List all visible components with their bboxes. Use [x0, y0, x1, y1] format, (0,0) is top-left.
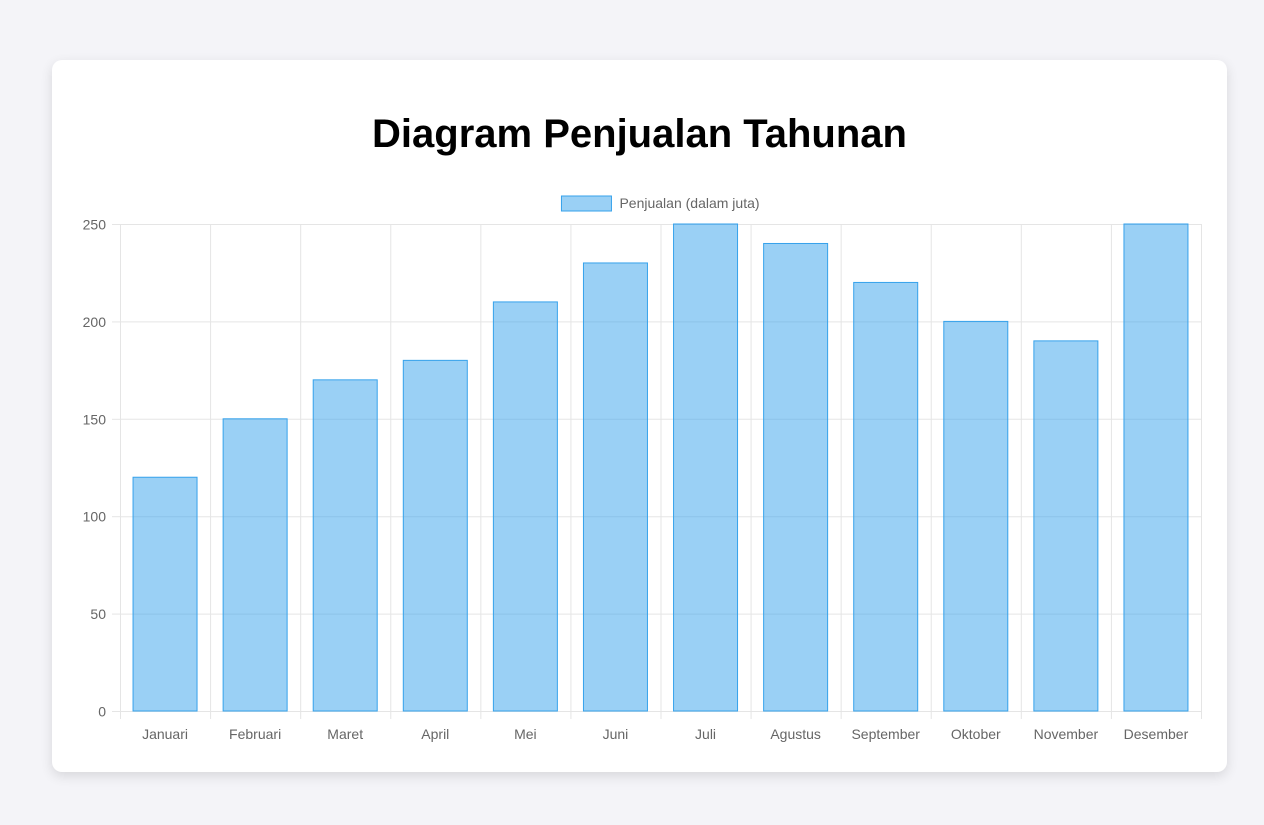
bar-april: [402, 359, 468, 712]
bar-desember: [1123, 223, 1189, 712]
x-tick-label: Desember: [1124, 726, 1189, 742]
y-tick-label: 100: [83, 509, 107, 525]
y-tick-label: 200: [83, 314, 107, 330]
bar-juli: [673, 223, 739, 712]
y-tick-label: 50: [90, 606, 106, 622]
bar-oktober: [943, 320, 1009, 712]
legend-swatch: [560, 195, 612, 212]
x-tick-label: April: [421, 726, 449, 742]
bar-januari: [132, 476, 198, 712]
x-tick-label: Maret: [327, 726, 363, 742]
y-tick-label: 150: [83, 411, 107, 427]
legend-label: Penjualan (dalam juta): [619, 195, 759, 211]
x-tick-label: Januari: [142, 726, 188, 742]
bar-november: [1033, 340, 1099, 712]
x-tick-label: Agustus: [770, 726, 821, 742]
bar-mei: [492, 301, 558, 712]
bar-agustus: [763, 242, 829, 712]
y-tick-label: 0: [98, 704, 106, 720]
bar-maret: [312, 379, 378, 712]
bar-juni: [582, 262, 648, 712]
x-tick-label: Oktober: [951, 726, 1001, 742]
page-title: Diagram Penjualan Tahunan: [372, 112, 907, 156]
bar-februari: [222, 418, 288, 712]
x-tick-label: Juli: [695, 726, 716, 742]
x-tick-label: Juni: [603, 726, 629, 742]
x-tick-label: September: [851, 726, 920, 742]
x-tick-label: November: [1034, 726, 1099, 742]
x-tick-label: Februari: [229, 726, 281, 742]
bar-september: [853, 281, 919, 712]
y-tick-label: 250: [83, 217, 107, 233]
x-tick-label: Mei: [514, 726, 537, 742]
